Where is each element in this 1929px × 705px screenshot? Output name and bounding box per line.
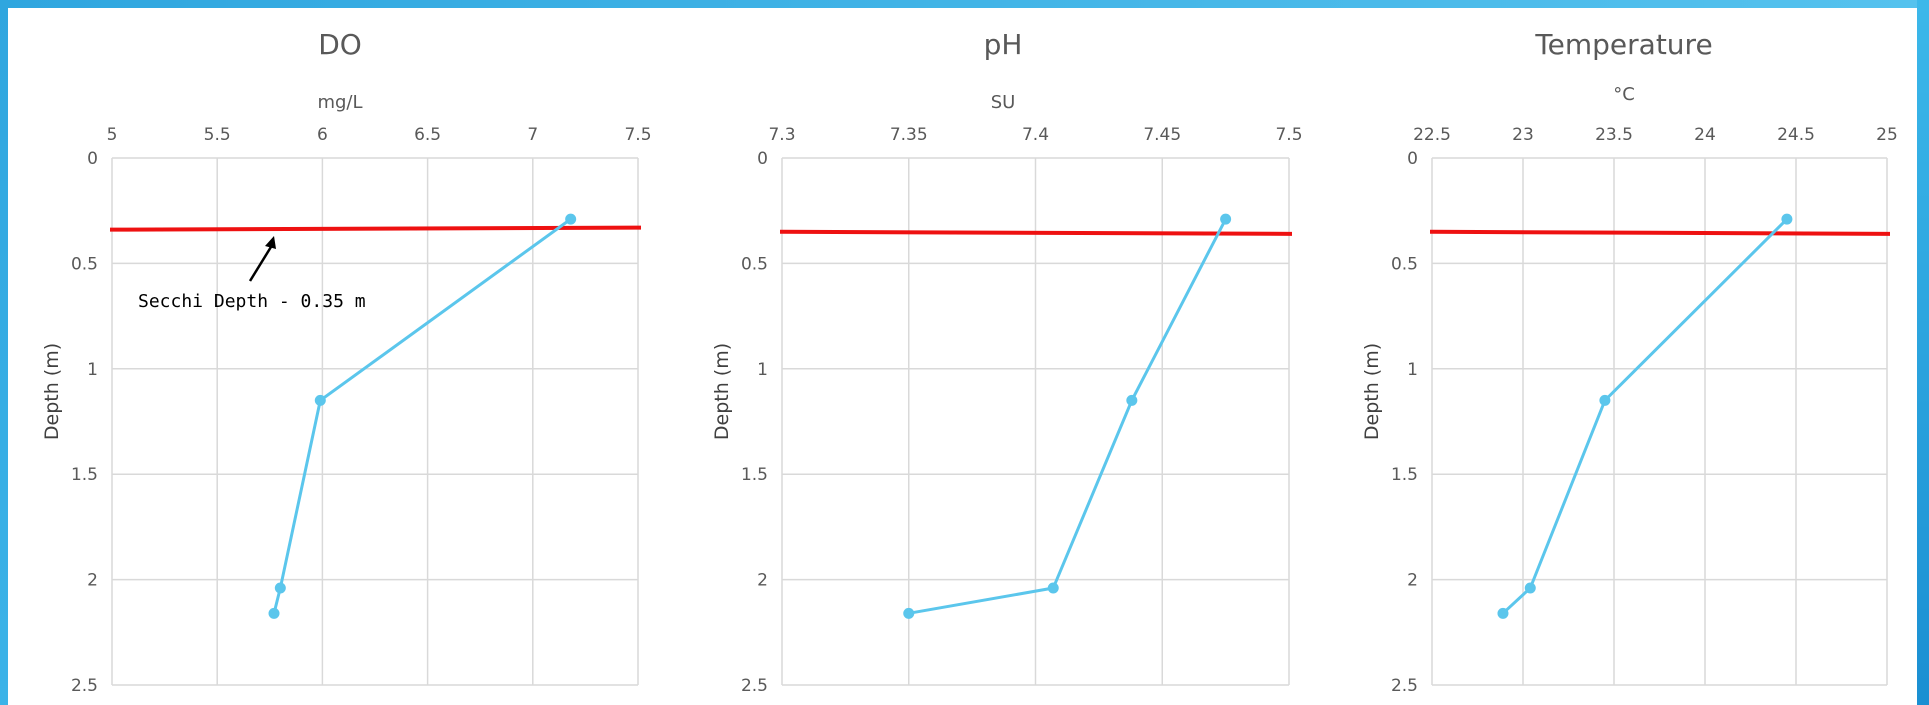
y-tick-label: 1.5 — [71, 465, 98, 485]
data-point — [1220, 213, 1232, 225]
secchi-depth-annotation: Secchi Depth - 0.35 m — [138, 291, 366, 312]
y-tick-label: 1 — [757, 360, 768, 380]
x-tick-label: 24 — [1694, 125, 1716, 145]
annotation-arrow-shaft — [248, 241, 276, 282]
secchi-depth-line — [109, 225, 642, 232]
x-axis-label: °C — [1613, 84, 1635, 105]
x-tick-label: 7.35 — [890, 125, 928, 145]
y-tick-label: 2.5 — [741, 676, 768, 696]
data-point — [565, 213, 577, 225]
y-tick-label: 1.5 — [1391, 465, 1418, 485]
x-tick-label: 7.3 — [768, 125, 795, 145]
y-axis-label: Depth (m) — [1361, 343, 1383, 440]
ph-chart-panel: 7.3 7.35 7.4 7.45 7.5 0 0.5 1 1.5 2 2.5 pH SU Depth (… — [665, 8, 1305, 705]
x-axis-label: mg/L — [317, 92, 362, 113]
x-tick-label: 7.5 — [624, 125, 651, 145]
data-point — [1497, 607, 1509, 619]
x-tick-label: 5.5 — [204, 125, 231, 145]
x-tick-label: 7 — [527, 125, 538, 145]
x-tick-label: 6.5 — [414, 125, 441, 145]
temperature-chart: 22.5 23 23.5 24 24.5 2500.511.522.5Temperatur… — [1361, 28, 1898, 696]
y-tick-label: 0 — [1407, 149, 1418, 169]
window-frame-left — [0, 0, 8, 705]
y-tick-label: 0 — [757, 149, 768, 169]
y-axis-label: Depth (m) — [41, 343, 63, 440]
x-tick-label: 23 — [1512, 125, 1534, 145]
data-point — [1781, 213, 1793, 225]
ph-chart: 7.3 7.35 7.4 7.45 7.5 0 0.5 1 1.5 2 2.5 pH SU Depth (… — [711, 28, 1303, 696]
data-point — [1599, 394, 1611, 406]
x-tick-label: 7.5 — [1275, 125, 1302, 145]
window-frame-top — [0, 0, 1929, 8]
series-line — [272, 217, 572, 614]
data-point — [1126, 394, 1138, 406]
window-frame-right — [1917, 0, 1929, 705]
x-tick-label: 24.5 — [1777, 125, 1815, 145]
data-point — [1524, 582, 1536, 594]
y-tick-label: 2 — [1407, 571, 1418, 591]
x-tick-label: 25 — [1876, 125, 1898, 145]
y-tick-label: 1.5 — [741, 465, 768, 485]
y-tick-label: 0.5 — [1391, 254, 1418, 274]
chart-title: DO — [318, 28, 362, 61]
chart-title: pH — [984, 28, 1023, 61]
x-tick-label: 23.5 — [1595, 125, 1633, 145]
x-tick-label: 5 — [107, 125, 118, 145]
y-tick-label: 0 — [87, 149, 98, 169]
series-line — [1501, 218, 1788, 615]
x-axis-label: SU — [991, 92, 1016, 113]
data-point — [268, 607, 280, 619]
do-chart: 5 5.5 6 6.5 7 7.5 0 0.5 1 1.5 2 2.5 DO mg/L Depth (m) S… — [41, 28, 652, 696]
y-tick-label: 1 — [87, 360, 98, 380]
data-point — [314, 394, 326, 406]
secchi-depth-line — [779, 229, 1293, 236]
data-point — [1047, 582, 1059, 594]
y-axis-label: Depth (m) — [711, 343, 733, 440]
x-tick-label: 22.5 — [1413, 125, 1451, 145]
chart-title: Temperature — [1534, 28, 1712, 61]
secchi-depth-line — [1429, 229, 1891, 236]
do-chart-panel: 5 5.5 6 6.5 7 7.5 0 0.5 1 1.5 2 2.5 DO mg/L Depth (m) S… — [10, 8, 655, 705]
y-tick-label: 2.5 — [1391, 676, 1418, 696]
data-point — [903, 607, 915, 619]
x-tick-label: 7.4 — [1022, 125, 1049, 145]
y-tick-label: 0.5 — [71, 254, 98, 274]
x-tick-label: 6 — [317, 125, 328, 145]
y-tick-label: 0.5 — [741, 254, 768, 274]
y-tick-label: 1 — [1407, 360, 1418, 380]
series-line — [908, 218, 1227, 615]
y-tick-label: 2 — [757, 571, 768, 591]
y-tick-label: 2 — [87, 571, 98, 591]
y-tick-label: 2.5 — [71, 676, 98, 696]
data-point — [274, 582, 286, 594]
annotation-arrowhead — [265, 235, 277, 249]
x-tick-label: 7.45 — [1143, 125, 1181, 145]
temperature-chart-panel: 22.5 23 23.5 24 24.5 25 0 0.5 1 1.5 2 2.5 Temperatur… — [1318, 8, 1916, 705]
